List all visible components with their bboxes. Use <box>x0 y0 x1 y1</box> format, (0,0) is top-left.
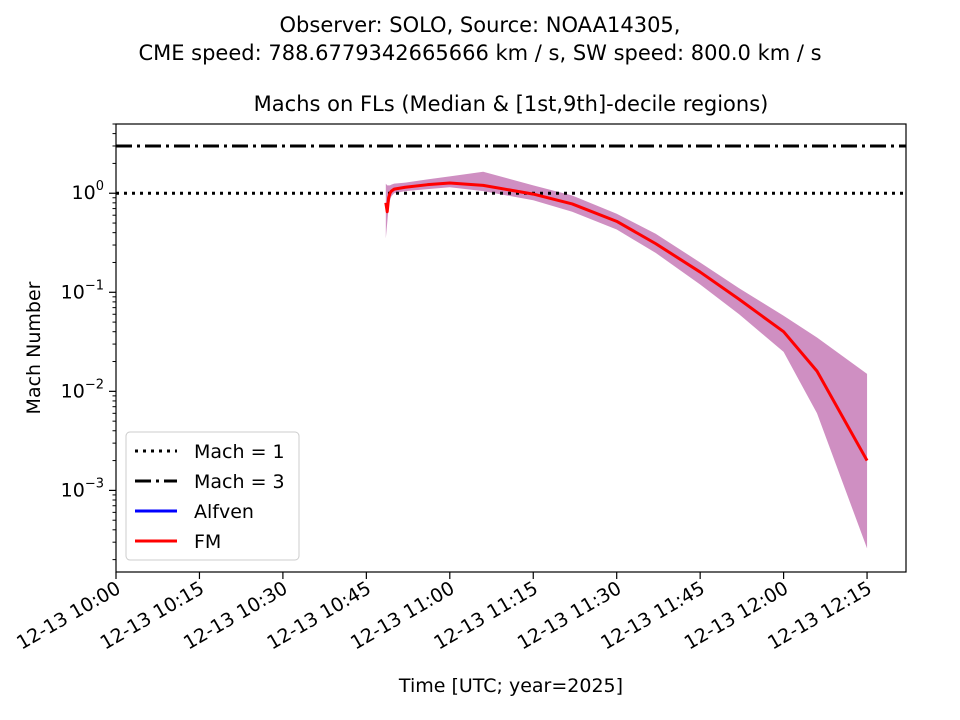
y-axis: 100 10−1 10−2 10−3 <box>61 123 116 561</box>
y-axis-label: Mach Number <box>23 281 45 414</box>
legend-label-mach1: Mach = 1 <box>194 441 285 463</box>
axes-frame <box>115 123 907 573</box>
y-tick-label: 10−1 <box>61 278 104 303</box>
legend-label-fm: FM <box>194 531 221 553</box>
y-tick-label: 100 <box>72 179 104 204</box>
suptitle-line-2: CME speed: 788.6779342665666 km / s, SW … <box>138 41 821 65</box>
median-line-layer <box>384 181 869 462</box>
legend-box <box>125 431 300 561</box>
x-axis-label: Time [UTC; year=2025] <box>398 675 623 697</box>
legend-label-alfven: Alfven <box>194 501 254 523</box>
y-tick-label: 10−3 <box>61 476 104 501</box>
reference-lines <box>116 144 906 195</box>
chart-title: Machs on FLs (Median & [1st,9th]-decile … <box>254 92 769 116</box>
legend-label-mach3: Mach = 3 <box>194 471 285 493</box>
legend: Mach = 1 Mach = 3 Alfven FM <box>125 431 300 561</box>
suptitle-line-1: Observer: SOLO, Source: NOAA14305, <box>280 13 681 37</box>
y-tick-label: 10−2 <box>61 377 104 402</box>
fm-median-line <box>384 181 869 462</box>
